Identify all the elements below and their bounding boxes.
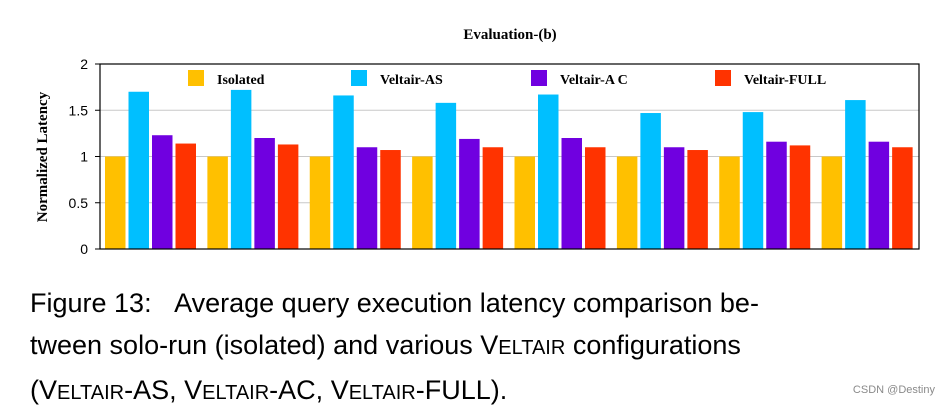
figure-caption: Figure 13: Average query execution laten… xyxy=(30,282,925,414)
caption-small2: ELTAIR xyxy=(202,382,270,404)
bar xyxy=(821,156,843,249)
bar xyxy=(616,156,638,249)
caption-line-2: tween solo-run (isolated) and various VE… xyxy=(30,324,925,369)
legend-swatch xyxy=(531,70,547,86)
chart-title: Evaluation-(b) xyxy=(463,27,556,43)
caption-figure-number: Figure 13: xyxy=(30,288,152,318)
bar xyxy=(868,141,890,249)
bar-chart: Evaluation-(b) Normalized Latency 0 0.5 1 1… xyxy=(35,27,920,257)
bar xyxy=(128,91,149,249)
caption-close-paren: ). xyxy=(490,375,508,405)
caption-text-2b: configurations xyxy=(565,330,741,360)
caption-veltair-rest: ELTAIR xyxy=(498,337,566,359)
bar xyxy=(105,156,126,249)
y-tick-label: 0 xyxy=(80,241,88,257)
bar xyxy=(845,100,866,249)
y-tick-label: 1 xyxy=(80,149,88,165)
bars xyxy=(105,89,913,250)
y-tick-label: 0.5 xyxy=(69,195,89,211)
legend-label: Veltair-A C xyxy=(560,73,628,88)
bar xyxy=(892,147,913,249)
bar xyxy=(687,150,708,249)
caption-suffix-as: -AS, xyxy=(124,375,185,405)
y-tick-label: 1.5 xyxy=(69,102,89,118)
bar xyxy=(152,135,173,249)
caption-v1: V xyxy=(39,375,58,405)
legend-swatch xyxy=(351,70,367,86)
bar xyxy=(356,147,378,249)
bar xyxy=(719,156,740,249)
bar xyxy=(640,113,661,250)
legend-swatch xyxy=(188,70,204,86)
legend-swatch xyxy=(715,70,731,86)
bar xyxy=(561,138,582,249)
bar xyxy=(482,147,504,249)
caption-suffix-ac: -AC, xyxy=(269,375,331,405)
caption-veltair-v: V xyxy=(480,330,499,360)
bar xyxy=(742,112,764,249)
caption-text-2a: tween solo-run (isolated) and various xyxy=(30,330,481,360)
bar xyxy=(175,143,196,249)
caption-small1: ELTAIR xyxy=(57,382,125,404)
bar xyxy=(459,138,480,249)
y-axis-label: Normalized Latency xyxy=(35,91,51,222)
legend: Isolated Veltair-AS Veltair-A C Veltair-FUL… xyxy=(188,70,826,88)
bar xyxy=(230,89,252,250)
bar xyxy=(514,156,535,249)
bar xyxy=(766,141,787,249)
bar xyxy=(207,156,228,249)
caption-line-3: (VELTAIR-AS, VELTAIR-AC, VELTAIR-FULL). xyxy=(30,369,925,414)
bar xyxy=(435,102,457,249)
caption-small3: ELTAIR xyxy=(348,382,416,404)
caption-open-paren: ( xyxy=(30,375,39,405)
caption-v2: V xyxy=(184,375,203,405)
bar xyxy=(380,150,401,249)
axes xyxy=(95,63,920,250)
bar xyxy=(254,138,275,249)
caption-line-1: Figure 13: Average query execution laten… xyxy=(30,282,925,324)
bar xyxy=(789,145,811,249)
y-tick-label: 2 xyxy=(80,56,88,72)
bar xyxy=(333,95,354,249)
legend-label: Veltair-FULL xyxy=(744,73,826,88)
caption-suffix-full: -FULL xyxy=(415,375,491,405)
bar xyxy=(277,144,299,249)
legend-label: Isolated xyxy=(217,73,265,88)
caption-v3: V xyxy=(330,375,349,405)
legend-label: Veltair-AS xyxy=(380,73,443,88)
bar xyxy=(538,94,559,250)
bar xyxy=(585,147,606,249)
bar xyxy=(412,156,433,249)
caption-text-1: Average query execution latency comparis… xyxy=(174,288,759,318)
y-tick-labels: 0 0.5 1 1.5 2 xyxy=(69,56,89,257)
watermark: CSDN @Destiny xyxy=(852,384,935,396)
bar xyxy=(309,156,331,249)
bar xyxy=(663,147,685,249)
